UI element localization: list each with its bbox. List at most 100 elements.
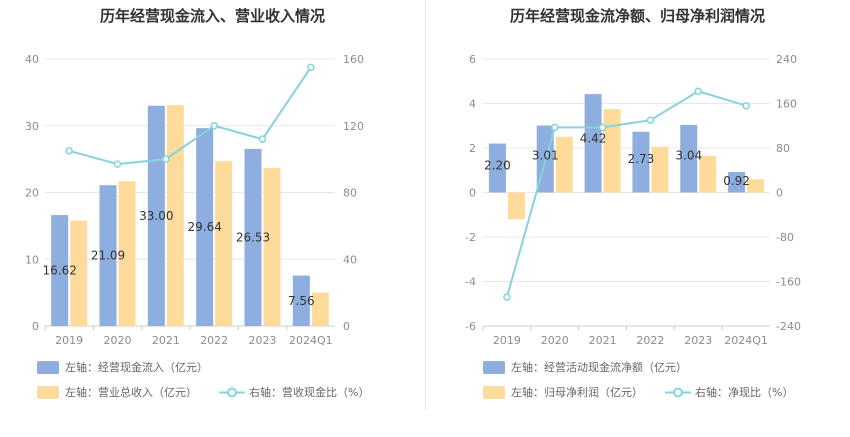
bar-data-label: 26.53 — [236, 230, 270, 244]
bar-primary — [632, 131, 650, 193]
bar-data-label: 3.01 — [532, 149, 559, 163]
y-left-tick-label: 10 — [25, 253, 39, 266]
y-left-tick-label: -2 — [465, 231, 476, 244]
legend-item[interactable]: 左轴：营业总收入（亿元） — [37, 384, 197, 400]
x-tick-label: 2021 — [152, 334, 180, 347]
y-left-tick-label: 6 — [469, 53, 476, 66]
y-left-tick-label: 20 — [25, 187, 39, 200]
ratio-point — [210, 122, 218, 130]
x-tick-label: 2023 — [684, 334, 712, 347]
ratio-point — [646, 116, 655, 124]
bar-data-label: 29.64 — [187, 220, 221, 234]
x-tick-label: 2019 — [493, 334, 521, 347]
y-left-tick-label: 2 — [469, 142, 476, 155]
bar-primary — [292, 275, 310, 326]
legend-swatch — [37, 385, 59, 399]
legend-swatch — [483, 385, 505, 399]
y-right-tick-label: 0 — [776, 187, 783, 200]
ratio-point — [551, 123, 559, 132]
panel-divider — [425, 0, 426, 410]
bar-data-label: 2.20 — [484, 159, 511, 173]
legend-label: 右轴：营收现金比（%） — [249, 386, 370, 399]
bar-data-label: 21.09 — [91, 249, 125, 263]
ratio-line — [505, 90, 747, 298]
bar-secondary — [555, 136, 573, 193]
ratio-point — [307, 63, 315, 72]
bar-data-label: 3.04 — [675, 148, 702, 162]
bar-primary — [680, 124, 698, 193]
bar-data-label: 16.62 — [42, 264, 76, 278]
ratio-point — [503, 293, 511, 301]
cashflow-revenue-panel: 历年经营现金流入、营业收入情况 0 10 20 30 40 0 40 80 120 160 2019… — [25, 7, 369, 400]
x-tick-label: 2022 — [636, 334, 664, 347]
bar-data-label: 4.42 — [580, 131, 607, 145]
x-tick-label: 2020 — [541, 334, 569, 347]
bar-primary — [728, 172, 746, 193]
bar-data-label: 33.00 — [139, 209, 173, 223]
x-tick-label: 2022 — [200, 334, 228, 347]
y-left-tick-label: -4 — [465, 276, 476, 289]
bar-secondary — [263, 167, 281, 326]
legend-label: 左轴：归母净利润（亿元） — [511, 386, 643, 399]
bar-data-label: 2.73 — [628, 152, 655, 166]
x-tick-label: 2021 — [589, 334, 617, 347]
bar-secondary — [603, 109, 621, 193]
bar-primary — [99, 185, 117, 326]
chart-title: 历年经营现金流净额、归母净利润情况 — [509, 7, 765, 25]
legend-label: 右轴：净现比（%） — [695, 386, 794, 399]
bar-secondary — [70, 220, 88, 326]
legend-item[interactable]: 左轴：归母净利润（亿元） — [483, 384, 643, 400]
y-right-tick-label: 240 — [776, 53, 797, 66]
chart-title: 历年经营现金流入、营业收入情况 — [99, 7, 325, 25]
legend-item[interactable]: 左轴：经营现金流入（亿元） — [37, 359, 208, 375]
y-right-tick-label: 120 — [343, 120, 364, 133]
legend-line-swatch — [219, 387, 245, 397]
bar-primary — [196, 128, 214, 326]
x-tick-label: 2024Q1 — [724, 334, 768, 347]
y-right-tick-label: 160 — [343, 53, 364, 66]
net-cashflow-profit-chart: -6 -4 -2 0 2 4 6 -240 -160 -80 0 80 160 240 2019 2020 20… — [465, 53, 801, 347]
ratio-point — [65, 147, 73, 155]
bar-secondary — [215, 161, 233, 326]
y-right-tick-label: 0 — [343, 320, 350, 333]
ratio-point — [742, 101, 750, 110]
y-left-tick-label: 30 — [25, 120, 39, 133]
ratio-point — [694, 87, 702, 96]
legend-label: 左轴：经营活动现金流净额（亿元） — [511, 361, 687, 374]
ratio-line — [68, 66, 312, 166]
bar-primary — [244, 148, 262, 326]
y-left-tick-label: 0 — [469, 187, 476, 200]
net-cashflow-profit-panel: 历年经营现金流净额、归母净利润情况 -6 -4 -2 0 2 4 6 -240 -160 -80 0… — [425, 0, 850, 437]
legend-label: 左轴：经营现金流入（亿元） — [65, 361, 208, 374]
y-right-tick-label: -80 — [776, 231, 794, 244]
cashflow-revenue-chart: 0 10 20 30 40 0 40 80 120 160 2019 2020 2021 2022 2023… — [25, 53, 364, 347]
legend-swatch — [37, 360, 59, 374]
y-left-tick-label: 40 — [25, 53, 39, 66]
y-right-tick-label: -160 — [776, 276, 801, 289]
legend-item[interactable]: 左轴：经营活动现金流净额（亿元） — [483, 359, 687, 375]
bar-primary — [51, 215, 69, 326]
y-right-tick-label: 80 — [343, 187, 357, 200]
ratio-point — [598, 123, 607, 132]
legend-item[interactable]: 右轴：营收现金比（%） — [219, 384, 369, 400]
legend-swatch — [483, 360, 505, 374]
x-tick-label: 2020 — [104, 334, 132, 347]
x-tick-label: 2023 — [249, 334, 277, 347]
bar-secondary — [311, 292, 329, 326]
bar-secondary — [747, 179, 765, 193]
y-right-tick-label: -240 — [776, 320, 801, 333]
bar-data-label: 7.56 — [288, 294, 315, 308]
bar-primary — [584, 94, 602, 193]
legend-line-swatch — [665, 387, 691, 397]
bar-data-label: 0.92 — [723, 174, 750, 188]
legend-label: 左轴：营业总收入（亿元） — [65, 386, 197, 399]
y-left-tick-label: 4 — [469, 98, 476, 111]
x-tick-label: 2019 — [55, 334, 83, 347]
bar-primary — [488, 143, 506, 193]
legend-item[interactable]: 右轴：净现比（%） — [665, 384, 793, 400]
ratio-point — [258, 135, 267, 143]
y-right-tick-label: 160 — [776, 98, 797, 111]
bar-secondary — [699, 155, 717, 193]
y-right-tick-label: 40 — [343, 253, 357, 266]
bar-secondary — [118, 181, 136, 326]
